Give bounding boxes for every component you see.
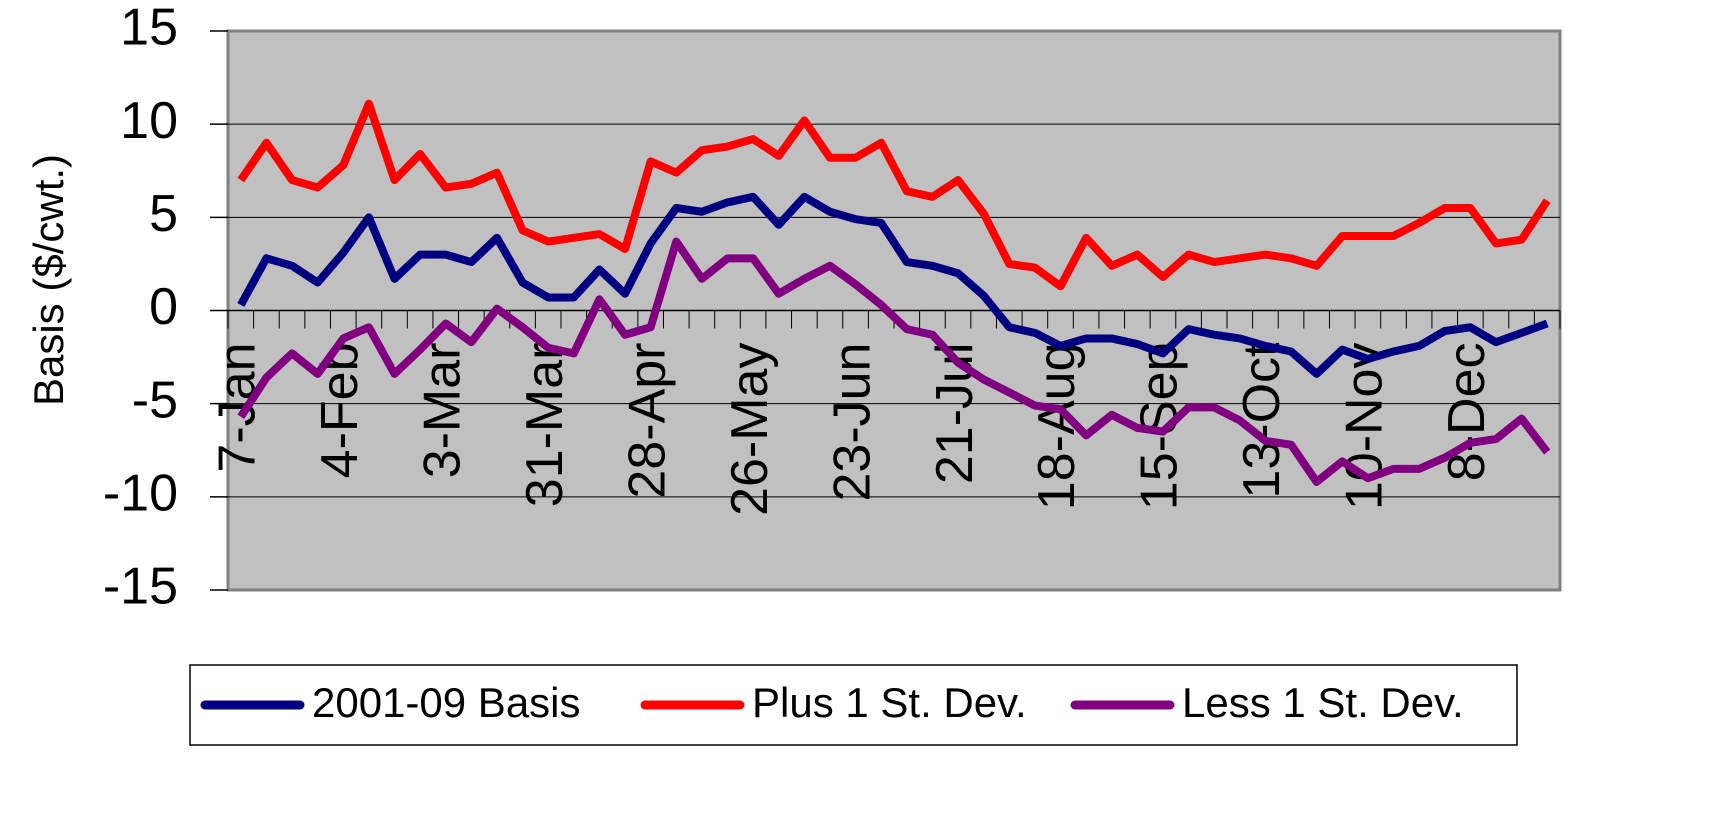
y-tick-label: 5: [149, 185, 178, 243]
series-line: [237, 237, 1551, 486]
y-tick-label: 10: [120, 92, 178, 150]
x-tick-label: 4-Feb: [311, 343, 369, 479]
legend-label: Plus 1 St. Dev.: [752, 679, 1027, 726]
series-line: [237, 99, 1551, 291]
x-tick-label: 7-Jan: [209, 343, 267, 473]
x-tick-label: 3-Mar: [413, 343, 471, 479]
x-tick-label: 28-Apr: [618, 343, 676, 499]
y-tick-label: -5: [132, 371, 178, 429]
y-tick-label: -10: [103, 465, 178, 523]
x-tick-label: 21-Jul: [926, 343, 984, 485]
y-tick-label: 0: [149, 278, 178, 336]
x-tick-label: 10-Nov: [1336, 343, 1394, 511]
legend-box: [189, 664, 1518, 746]
legend-label: 2001-09 Basis: [312, 679, 581, 726]
y-axis-title: Basis ($/cwt.): [25, 154, 72, 406]
y-tick-label: -15: [103, 558, 178, 616]
y-tick-label: 15: [120, 0, 178, 57]
legend-label: Less 1 St. Dev.: [1182, 679, 1464, 726]
x-tick-label: 31-Mar: [516, 343, 574, 508]
x-tick-label: 26-May: [721, 343, 779, 516]
series-line: [237, 192, 1549, 378]
x-tick-label: 23-Jun: [823, 343, 881, 502]
